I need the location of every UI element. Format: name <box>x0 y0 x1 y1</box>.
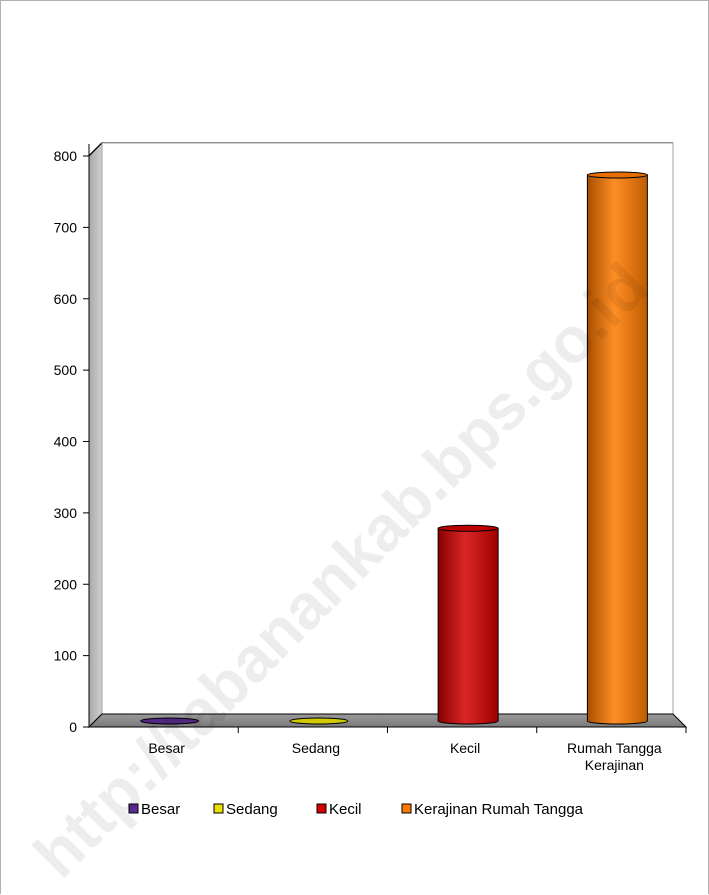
y-tick-label: 700 <box>54 219 78 235</box>
x-category-label: Kecil <box>450 740 480 756</box>
x-category-label: Rumah Tangga Kerajinan <box>567 740 662 773</box>
legend-label: Kecil <box>329 801 362 818</box>
y-tick-label: 500 <box>54 362 78 378</box>
bar-top-cap <box>437 524 499 532</box>
x-category-label: Sedang <box>292 740 340 756</box>
bar-top-cap <box>586 171 648 179</box>
y-tick-label: 100 <box>54 648 78 664</box>
bar-sedang <box>289 717 349 725</box>
axes <box>87 141 688 729</box>
legend-swatch <box>213 803 224 814</box>
bars <box>140 171 648 725</box>
bar-top-cap <box>140 717 200 725</box>
legend-swatch <box>316 803 327 814</box>
y-tick-label: 400 <box>54 434 78 450</box>
back-wall <box>101 142 674 715</box>
x-category-label: Besar <box>148 740 185 756</box>
legend-item: Besar <box>128 801 180 818</box>
bar-top-cap <box>289 717 349 725</box>
legend: Besar Sedang Kecil Kerajinan Rumah Tangga <box>128 801 584 818</box>
legend-swatch <box>128 803 139 814</box>
y-tick-label: 0 <box>69 719 77 735</box>
x-category-labels: Besar Sedang Kecil Rumah Tangga Kerajinan <box>148 727 687 773</box>
y-tick-label: 800 <box>54 148 78 164</box>
y-tick-label: 200 <box>54 576 78 592</box>
legend-swatch <box>401 803 412 814</box>
bar-body <box>437 527 499 725</box>
bar-besar <box>140 717 200 725</box>
y-tick-label: 300 <box>54 505 78 521</box>
legend-item: Sedang <box>213 801 278 818</box>
legend-label: Sedang <box>226 801 278 818</box>
legend-label: Besar <box>141 801 180 818</box>
legend-item: Kecil <box>316 801 362 818</box>
bar-body <box>586 174 648 725</box>
legend-label: Kerajinan Rumah Tangga <box>414 801 584 818</box>
y-tick-labels: 0 100 200 300 400 500 600 700 800 <box>54 148 89 735</box>
bar-rumah-tangga-kerajinan <box>586 171 648 725</box>
legend-item: Kerajinan Rumah Tangga <box>401 801 584 818</box>
side-wall <box>88 141 103 729</box>
bar-kecil <box>437 524 499 725</box>
y-tick-label: 600 <box>54 291 78 307</box>
